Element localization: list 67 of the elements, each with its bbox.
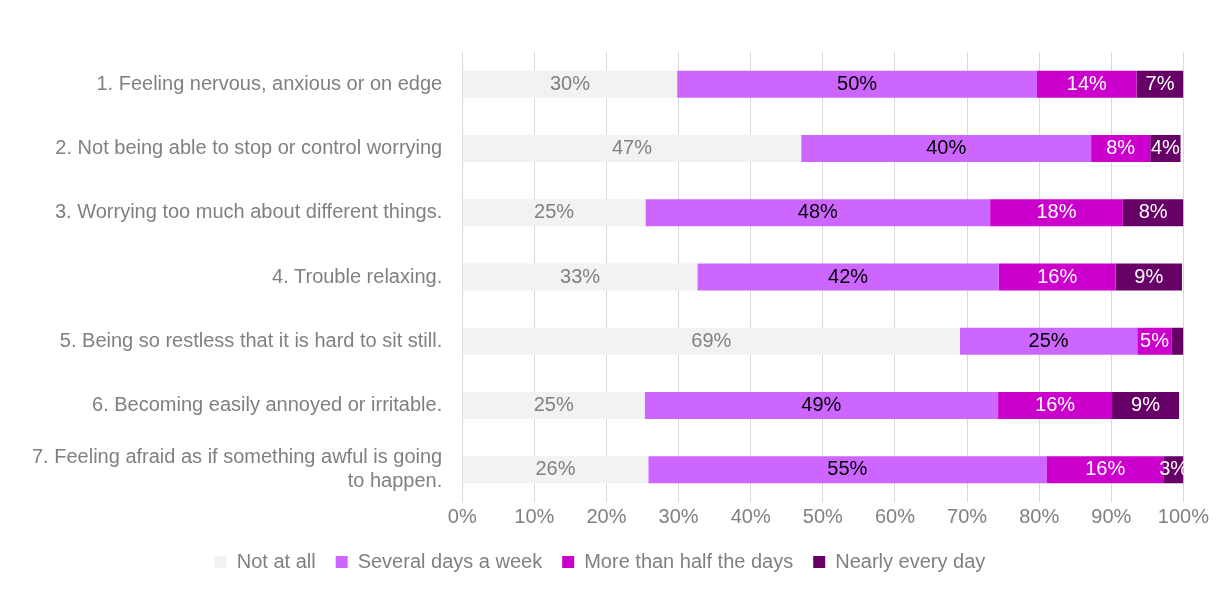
bar <box>801 134 1092 162</box>
x-tick-label: 30% <box>658 504 699 527</box>
y-tick-label: 2. Not being able to stop or control worrying <box>55 135 443 158</box>
bar <box>677 70 1038 98</box>
bar <box>462 456 649 484</box>
data-label: 49% <box>801 393 842 416</box>
data-label: 55% <box>827 457 868 480</box>
x-tick-label: 70% <box>947 504 988 527</box>
data-label: 5% <box>1140 328 1170 351</box>
data-label: 48% <box>797 200 839 223</box>
bar <box>1037 70 1137 98</box>
legend-label: Not at all <box>236 549 316 572</box>
data-label: 4% <box>1150 135 1181 158</box>
x-tick-label: 50% <box>802 504 844 527</box>
legend-label: Nearly every day <box>835 549 986 572</box>
data-label: 9% <box>1131 393 1161 416</box>
bar <box>998 392 1113 420</box>
bar <box>462 327 960 355</box>
x-tick-label: 20% <box>586 504 627 527</box>
x-tick-label: 40% <box>730 504 771 527</box>
y-tick-label: 6. Becoming easily annoyed or irritable. <box>92 393 443 416</box>
bar <box>990 199 1123 227</box>
data-label: 42% <box>828 264 869 287</box>
x-tick-label: 90% <box>1091 504 1132 527</box>
bar <box>462 134 802 162</box>
y-tick-label: 4. Trouble relaxing. <box>272 264 443 287</box>
data-label: 7% <box>1145 71 1175 94</box>
bar <box>697 263 999 291</box>
x-tick-label: 100% <box>1157 504 1210 527</box>
bar <box>998 263 1116 291</box>
bar <box>644 392 999 420</box>
data-label: 16% <box>1035 393 1076 416</box>
x-tick-label: 0% <box>447 504 477 527</box>
data-label: 8% <box>1138 200 1168 223</box>
data-label: 33% <box>560 264 601 287</box>
y-tick-label: 1. Feeling nervous, anxious or on edge <box>96 71 443 94</box>
bar <box>959 327 1138 355</box>
y-tick-label: 3. Worrying too much about different things. <box>54 200 443 223</box>
bar <box>462 263 698 291</box>
data-label: 18% <box>1036 200 1077 223</box>
data-label: 16% <box>1085 457 1126 480</box>
x-tick-label: 80% <box>1019 504 1060 527</box>
data-label: 40% <box>926 135 967 158</box>
legend-label: More than half the days <box>584 549 794 572</box>
bar <box>462 70 678 98</box>
x-tick-label: 60% <box>874 504 916 527</box>
data-label: 50% <box>837 71 878 94</box>
data-label: 26% <box>535 457 576 480</box>
data-label: 47% <box>611 135 653 158</box>
data-label: 8% <box>1106 135 1136 158</box>
bar <box>648 456 1047 484</box>
data-label: 25% <box>533 393 574 416</box>
data-label: 25% <box>1028 328 1069 351</box>
bar <box>645 199 991 227</box>
data-label: 9% <box>1134 264 1164 287</box>
y-tick-label: 7. Feeling afraid as if something awful is going to happen. <box>31 445 443 492</box>
bar <box>462 199 646 227</box>
data-label: 25% <box>534 200 575 223</box>
x-tick-label: 10% <box>514 504 555 527</box>
y-tick-label: 5. Being so restless that it is hard to sit still. <box>59 328 443 351</box>
bar <box>1171 327 1184 355</box>
data-label: 69% <box>691 328 732 351</box>
data-label: 30% <box>549 71 591 94</box>
legend-label: Several days a week <box>357 549 544 572</box>
data-label: 16% <box>1037 264 1078 287</box>
data-label: 14% <box>1066 71 1108 94</box>
bar <box>462 392 645 420</box>
